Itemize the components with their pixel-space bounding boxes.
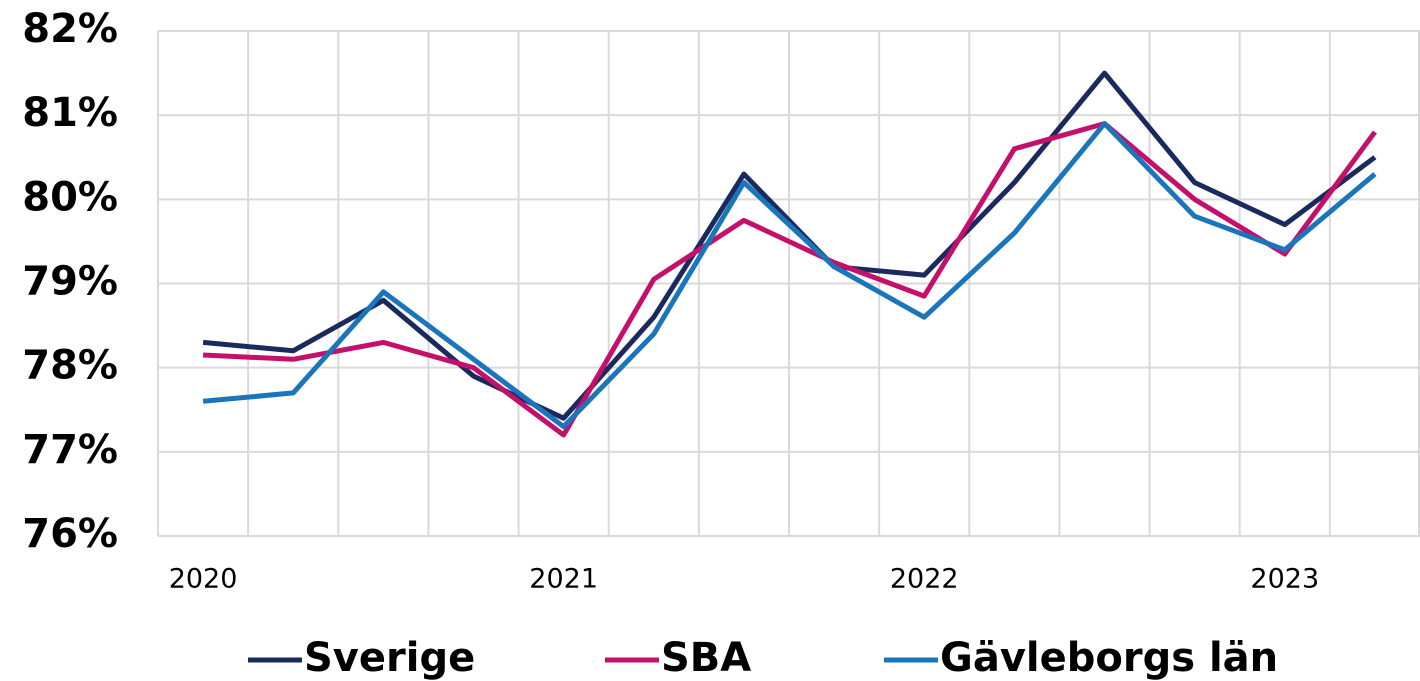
- legend-label: Gävleborgs län: [940, 635, 1278, 681]
- x-tick-label: 2020: [169, 564, 238, 595]
- series-line: [202, 70, 1377, 421]
- y-tick-label: 81%: [22, 90, 118, 136]
- y-tick-label: 82%: [22, 6, 118, 52]
- y-tick-label: 76%: [22, 511, 118, 557]
- x-tick-label: 2022: [890, 564, 959, 595]
- series-line: [202, 121, 1377, 430]
- y-tick-label: 79%: [22, 259, 118, 305]
- x-tick-label: 2021: [529, 564, 598, 595]
- legend-label: SBA: [661, 635, 751, 681]
- legend-label: Sverige: [304, 635, 475, 681]
- x-tick-label: 2023: [1250, 564, 1319, 595]
- series-line: [202, 121, 1377, 438]
- y-tick-label: 78%: [22, 343, 118, 389]
- y-tick-label: 77%: [22, 427, 118, 473]
- y-tick-label: 80%: [22, 174, 118, 220]
